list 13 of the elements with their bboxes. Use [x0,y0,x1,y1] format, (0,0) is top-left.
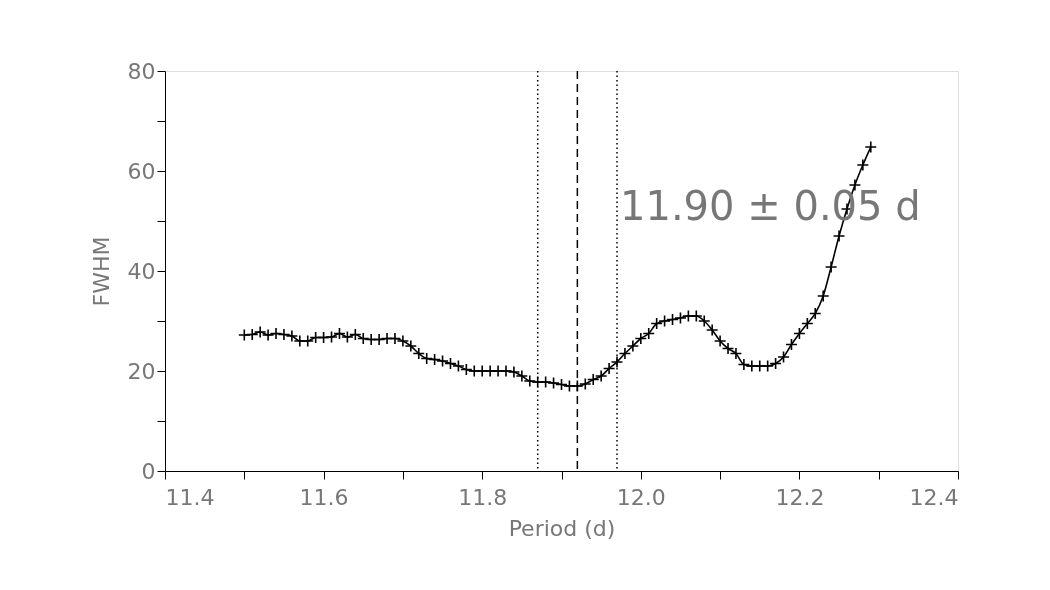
y-tick-label: 40 [127,258,156,284]
y-tick-label: 80 [127,58,156,84]
y-tick-label: 60 [127,158,156,184]
y-axis-title: FWHM [88,236,114,307]
x-tick-label: 11.8 [458,484,508,510]
y-tick-label: 20 [127,358,156,384]
x-axis-title: Period (d) [508,515,616,541]
x-tick-label: 11.4 [165,484,215,510]
x-tick-label: 12.2 [775,484,825,510]
x-tick-label: 12.0 [616,484,666,510]
x-tick-label: 12.4 [909,484,959,510]
x-tick-label: 11.6 [299,484,349,510]
y-tick-label: 0 [141,458,156,484]
